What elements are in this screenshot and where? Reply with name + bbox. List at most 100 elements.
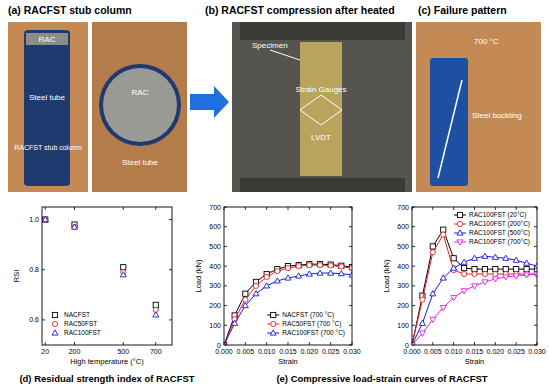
tick-label: 0.8 — [29, 266, 39, 273]
legend-marker — [457, 212, 462, 217]
data-point — [493, 267, 498, 272]
data-point — [328, 262, 333, 267]
data-point — [349, 272, 352, 277]
photos: (a) RACFST stub column(b) RACFST compres… — [8, 4, 541, 192]
data-point — [121, 265, 126, 270]
data-point — [264, 283, 270, 288]
tick-label: 700 — [150, 348, 162, 355]
data-point — [440, 275, 446, 280]
data-point — [534, 272, 537, 277]
tick — [288, 342, 289, 345]
data-point — [451, 265, 457, 270]
background — [0, 0, 549, 390]
photo — [232, 22, 412, 192]
data-point — [264, 274, 269, 279]
data-point — [503, 267, 508, 272]
data-point — [451, 256, 456, 261]
tick — [349, 285, 352, 286]
photo-label: Steel tube — [29, 93, 66, 102]
data-point — [472, 255, 478, 260]
data-point — [296, 264, 301, 269]
data-point — [338, 271, 344, 276]
tick-label: 0.6 — [29, 316, 39, 323]
tick-label: 0.000 — [215, 348, 233, 355]
series-line — [224, 273, 352, 345]
series-line — [224, 265, 352, 345]
tick — [155, 342, 156, 345]
steel-tube — [99, 64, 181, 146]
data-point — [328, 270, 334, 275]
data-point — [243, 291, 248, 296]
data-point — [440, 305, 446, 310]
data-point — [120, 272, 126, 277]
data-point — [253, 283, 258, 288]
tick — [453, 342, 454, 345]
tick-label: 200 — [397, 302, 409, 309]
data-point — [441, 232, 446, 237]
axis-label: High temperature (°C) — [70, 357, 144, 366]
photo-label: 700 °C — [474, 37, 499, 46]
legend-label: NACFST — [64, 311, 90, 318]
photo-label: LVDT — [311, 133, 331, 142]
tick — [534, 325, 537, 326]
axis-label: RSI — [12, 270, 21, 283]
marks — [42, 216, 159, 317]
tick-label: 200 — [209, 302, 221, 309]
data-point — [430, 250, 435, 255]
series-line — [224, 264, 352, 345]
concrete — [103, 68, 177, 142]
tick-label: 300 — [209, 282, 221, 289]
legend: RAC100FST (20°C)RAC100FST (200°C)RAC100F… — [454, 211, 530, 246]
legend-marker — [271, 312, 276, 317]
tick-label: 600 — [209, 223, 221, 230]
data-point — [232, 320, 238, 325]
data-point — [503, 255, 509, 260]
data-point — [492, 277, 498, 282]
tick — [349, 246, 352, 247]
data-point — [242, 302, 248, 307]
tick-label: 0.010 — [445, 348, 463, 355]
tick-label: 0.020 — [301, 348, 319, 355]
legend-marker — [457, 221, 462, 226]
data-point — [420, 297, 425, 302]
steel-tube — [24, 30, 70, 186]
data-point — [513, 274, 519, 279]
data-point — [285, 266, 290, 271]
photo — [92, 22, 187, 192]
data-point — [317, 263, 322, 268]
tick-label: 400 — [397, 263, 409, 270]
data-point — [274, 278, 280, 283]
tick-label: 0.005 — [424, 348, 442, 355]
concrete — [26, 33, 68, 45]
data-point — [307, 262, 312, 267]
tick — [412, 305, 415, 306]
data-point — [461, 271, 466, 276]
tick — [74, 342, 75, 345]
tick — [534, 285, 537, 286]
data-point — [339, 264, 344, 269]
data-point — [493, 271, 498, 276]
photo-label: Specimen — [252, 41, 288, 50]
tick-label: 0.025 — [322, 348, 340, 355]
data-point — [285, 275, 291, 280]
photo-label: Steel tube — [122, 158, 159, 167]
arrow — [190, 86, 229, 118]
tick-label: 700 — [209, 204, 221, 211]
data-point — [243, 297, 248, 302]
panel-title: (b) RACFST compression after heated — [205, 4, 395, 16]
tick — [534, 305, 537, 306]
photo-label: Strain Gauges — [295, 85, 346, 94]
data-point — [472, 271, 477, 276]
photo-label: RACFST stub column — [14, 144, 82, 151]
tick-label: 600 — [397, 223, 409, 230]
axis-label: Strain — [465, 357, 485, 366]
data-point — [43, 217, 48, 222]
tick-label: 0 — [405, 342, 409, 349]
legend-marker — [52, 321, 57, 326]
tick-label: 0.005 — [237, 348, 255, 355]
data-point — [430, 291, 436, 296]
data-point — [441, 227, 446, 232]
data-point — [472, 267, 477, 272]
tick-label: 0.015 — [466, 348, 484, 355]
tick-label: 0.030 — [528, 348, 546, 355]
